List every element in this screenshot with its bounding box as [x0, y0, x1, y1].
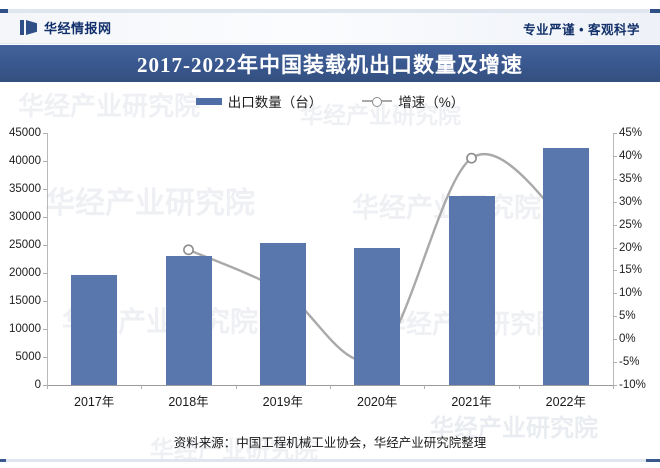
y-axis-right-tick	[613, 270, 617, 272]
x-axis-tick	[141, 385, 143, 389]
source-note: 资料来源：中国工程机械工业协会，华经产业研究院整理	[173, 436, 487, 450]
legend-item-line[interactable]: 增速（%）	[362, 91, 464, 111]
y-axis-right-tick	[613, 133, 617, 134]
y-axis-right-tick	[613, 224, 617, 226]
header-slogan: 专业严谨 • 客观科学	[523, 23, 640, 37]
chart-legend: 出口数量（台） 增速（%）	[0, 88, 660, 114]
y-axis-left-tick	[43, 301, 47, 302]
y-axis-right-line	[613, 133, 614, 386]
legend-item-bars[interactable]: 出口数量（台）	[195, 91, 323, 111]
y-axis-left-tick-label: 40000	[9, 155, 41, 167]
y-axis-right-tick	[613, 316, 617, 318]
y-axis-right-tick	[613, 385, 617, 386]
y-axis-right-tick-label: 15%	[619, 264, 643, 277]
x-axis-label: 2019年	[262, 395, 303, 409]
y-axis-right-tick	[613, 178, 617, 180]
y-axis-left-tick-label: 45000	[9, 127, 41, 139]
y-axis-right-tick-label: -10%	[619, 379, 646, 391]
y-axis-right-tick	[613, 247, 617, 249]
x-axis-label: 2022年	[545, 395, 586, 409]
y-axis-left-tick	[43, 189, 47, 190]
y-axis-right-tick-label: 20%	[619, 241, 643, 254]
y-axis-left-line	[47, 133, 48, 386]
y-axis-left-tick-label: 35000	[9, 183, 41, 195]
y-axis-left-tick-label: 30000	[9, 211, 41, 223]
y-axis-left-tick	[43, 357, 47, 358]
chart-title-band: 2017-2022年中国装载机出口数量及增速	[0, 45, 660, 82]
flag-mark-icon	[20, 20, 37, 35]
bar-2017年	[71, 275, 118, 385]
y-axis-right-tick-label: 40%	[619, 149, 643, 162]
y-axis-right-tick-label: 5%	[619, 310, 636, 323]
x-axis-tick	[424, 385, 426, 389]
y-axis-right-tick	[613, 155, 617, 157]
y-axis-left-tick-label: 5000	[15, 351, 41, 363]
y-axis-right-tick-label: 30%	[619, 195, 643, 208]
y-axis-right-tick	[613, 293, 617, 295]
growth-line-series	[183, 152, 572, 362]
legend-label-bars: 出口数量（台）	[227, 95, 323, 110]
y-axis-right-tick-label: 45%	[619, 127, 643, 139]
y-axis-left-tick-label: 0	[34, 379, 41, 391]
x-axis-tick	[330, 385, 331, 389]
bar-2021年	[448, 195, 495, 385]
y-axis-right-tick-label: 35%	[619, 172, 643, 185]
legend-label-line: 增速（%）	[398, 95, 465, 110]
brand-bar	[0, 13, 660, 44]
bar-2018年	[165, 255, 212, 385]
x-axis-label: 2018年	[168, 395, 209, 409]
y-axis-left-tick	[43, 245, 47, 246]
y-axis-right-tick-label: 0%	[619, 333, 636, 346]
bar-2022年	[542, 147, 589, 385]
y-axis-right-tick	[613, 339, 617, 341]
y-axis-right-tick-label: 10%	[619, 287, 643, 300]
legend-line-swatch	[362, 96, 393, 107]
y-axis-left-tick	[43, 385, 47, 386]
y-axis-left-tick-label: 10000	[9, 323, 41, 335]
plot-area: 0 5000 10000 15000 20000 25000 30000 35000 40000…	[9, 127, 646, 409]
y-axis-left-tick	[43, 217, 47, 218]
growth-data-point	[183, 244, 194, 256]
y-axis-left-tick-label: 25000	[9, 239, 41, 251]
chart-title: 2017-2022年中国装载机出口数量及增速	[137, 52, 523, 77]
y-axis-left-tick	[43, 133, 47, 134]
legend-bar-swatch	[195, 97, 222, 105]
x-axis-label: 2017年	[74, 395, 115, 409]
y-axis-left-tick	[43, 273, 47, 274]
y-axis-left-tick-label: 20000	[9, 267, 41, 279]
site-logo[interactable]: 华经情报网	[20, 18, 112, 37]
y-axis-right-tick-label: -5%	[619, 356, 640, 369]
x-axis-tick	[518, 385, 520, 389]
y-axis-left-tick-label: 15000	[9, 295, 41, 307]
x-axis-tick	[47, 385, 48, 389]
y-axis-right-tick	[613, 201, 617, 203]
x-axis-tick	[235, 385, 237, 389]
y-axis-left-tick	[43, 329, 47, 330]
x-axis-label: 2021年	[451, 395, 492, 409]
bottom-decorative-rule	[0, 459, 660, 462]
x-axis-tick	[613, 385, 614, 389]
bar-2019年	[259, 242, 306, 385]
bar-2020年	[354, 247, 401, 385]
y-axis-right-tick	[613, 362, 617, 364]
top-decorative-rule	[0, 9, 660, 13]
y-axis-right-tick-label: 25%	[619, 218, 643, 231]
growth-data-point	[466, 152, 477, 164]
y-axis-left-tick	[43, 161, 47, 162]
logo-text: 华经情报网	[44, 21, 112, 36]
x-axis-label: 2020年	[357, 395, 398, 409]
